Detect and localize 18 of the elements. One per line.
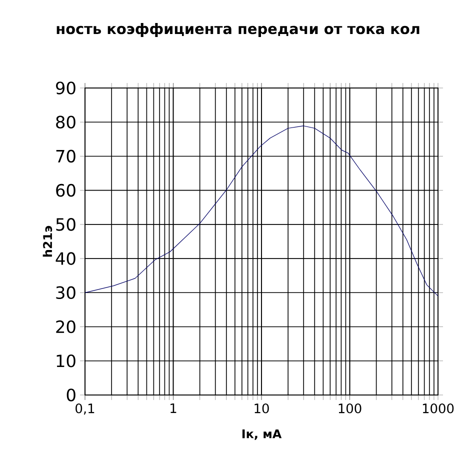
y-tick-label: 10 [56, 354, 76, 368]
y-tick-label: 70 [56, 150, 76, 163]
y-tick-label: 90 [56, 82, 76, 94]
x-tick-label: 100 [338, 404, 362, 414]
y-tick-label: 40 [56, 252, 76, 265]
y-tick-label: 80 [56, 116, 76, 129]
chart-title: ность коэффициента передачи от тока кол [56, 22, 420, 37]
x-axis-title: Iк, мА [242, 429, 282, 440]
x-tick-label: 10 [254, 404, 269, 414]
x-tick-label: 0,1 [76, 404, 94, 415]
y-tick-label: 0 [66, 388, 76, 402]
x-tick-label: 1 [170, 404, 176, 413]
y-tick-label: 20 [56, 320, 76, 334]
y-tick-label: 60 [56, 184, 76, 197]
y-tick-label: 30 [56, 286, 76, 300]
y-axis-title: h21э [42, 226, 52, 257]
y-tick-label: 50 [56, 218, 76, 231]
x-tick-label: 1000 [422, 404, 454, 414]
